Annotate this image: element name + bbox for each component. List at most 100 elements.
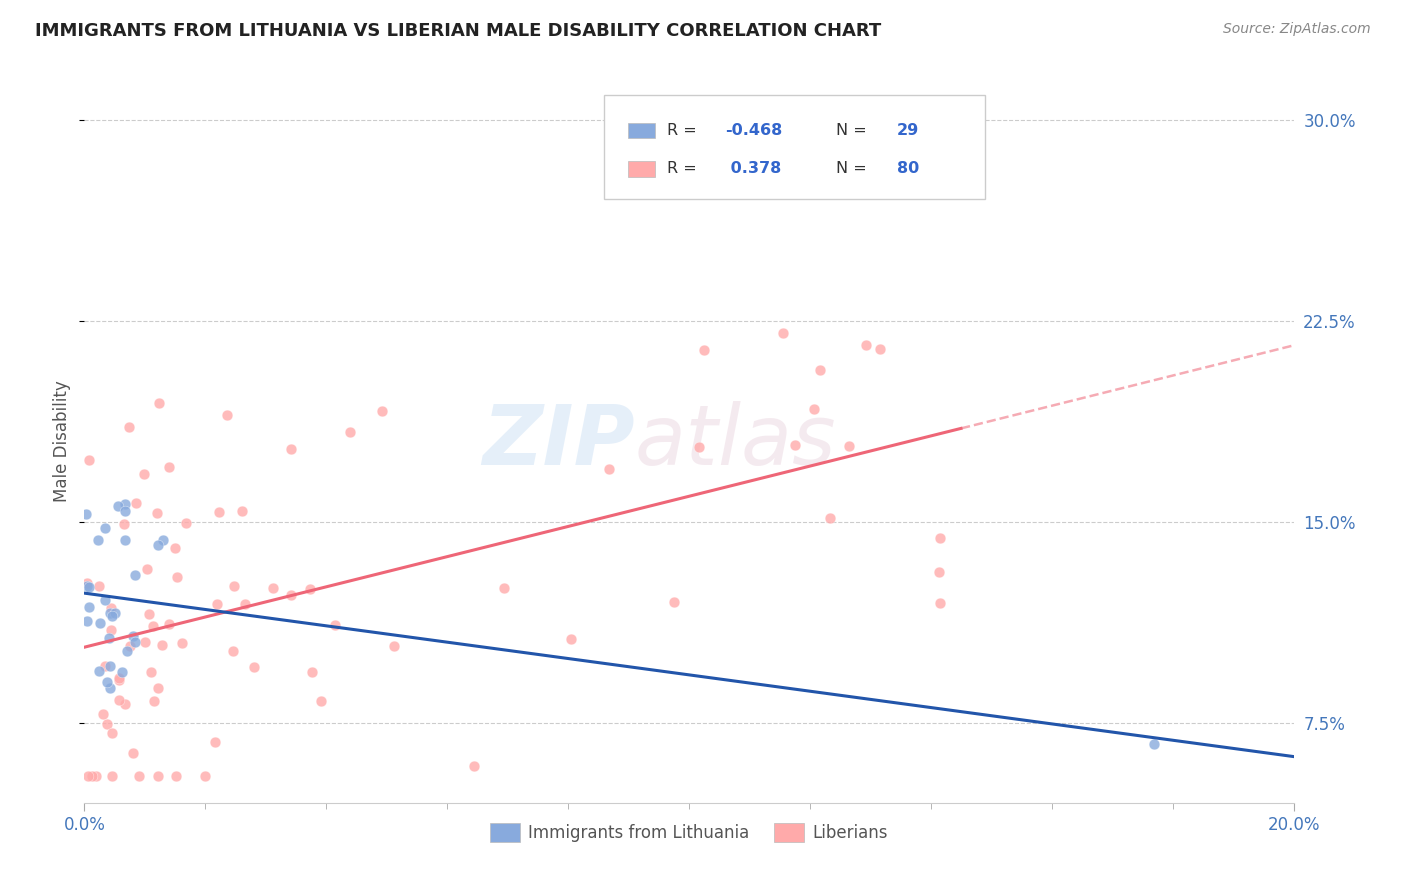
Point — [75, 507, 97, 521]
Point — [152, 533, 174, 547]
Point — [869, 342, 891, 356]
Point — [207, 505, 229, 519]
Point — [204, 735, 226, 749]
Point — [101, 608, 124, 623]
Point — [194, 769, 217, 783]
Point — [148, 681, 170, 696]
Point — [783, 438, 806, 452]
Point — [157, 617, 180, 632]
Point — [132, 467, 155, 481]
Point — [125, 496, 148, 510]
Text: Source: ZipAtlas.com: Source: ZipAtlas.com — [1223, 22, 1371, 37]
Point — [662, 594, 685, 608]
Point — [207, 598, 229, 612]
Point — [855, 337, 877, 351]
Text: IMMIGRANTS FROM LITHUANIA VS LIBERIAN MALE DISABILITY CORRELATION CHART: IMMIGRANTS FROM LITHUANIA VS LIBERIAN MA… — [35, 22, 882, 40]
Point — [77, 769, 100, 783]
Point — [89, 664, 111, 678]
Point — [174, 516, 197, 530]
Point — [929, 531, 952, 545]
Point — [280, 588, 302, 602]
Point — [598, 462, 620, 476]
Point — [93, 658, 115, 673]
Point — [928, 566, 950, 580]
Point — [100, 601, 122, 615]
Point — [124, 568, 146, 582]
Point — [98, 681, 121, 695]
Point — [150, 638, 173, 652]
Point — [80, 769, 103, 783]
Point — [146, 769, 169, 783]
Point — [128, 769, 150, 783]
Text: ZIP: ZIP — [482, 401, 634, 482]
FancyBboxPatch shape — [628, 161, 655, 177]
Point — [101, 769, 124, 783]
Point — [928, 596, 950, 610]
Point — [772, 326, 794, 340]
Point — [118, 640, 141, 654]
Point — [77, 580, 100, 594]
Point — [371, 404, 394, 418]
Point — [114, 504, 136, 518]
Point — [165, 769, 187, 783]
Point — [139, 665, 162, 679]
Point — [87, 578, 110, 592]
Point — [803, 402, 825, 417]
Point — [134, 635, 156, 649]
Text: -0.468: -0.468 — [725, 123, 783, 138]
Point — [231, 504, 253, 518]
Point — [463, 759, 485, 773]
Point — [148, 396, 170, 410]
Point — [76, 579, 98, 593]
Point — [94, 520, 117, 534]
Point — [97, 632, 120, 646]
Point — [492, 582, 515, 596]
Point — [84, 769, 107, 783]
Y-axis label: Male Disability: Male Disability — [53, 381, 72, 502]
Point — [688, 440, 710, 454]
Point — [135, 561, 157, 575]
Point — [222, 644, 245, 658]
Point — [693, 343, 716, 357]
Point — [339, 425, 361, 439]
Point — [96, 716, 118, 731]
Point — [114, 497, 136, 511]
Point — [76, 614, 98, 628]
Point — [146, 538, 169, 552]
Text: N =: N = — [837, 161, 872, 176]
Point — [96, 674, 118, 689]
Text: N =: N = — [837, 123, 872, 138]
Point — [301, 665, 323, 679]
Point — [157, 460, 180, 475]
FancyBboxPatch shape — [628, 122, 655, 138]
Point — [146, 506, 169, 520]
Point — [121, 629, 143, 643]
Point — [86, 533, 108, 547]
Point — [94, 592, 117, 607]
Text: R =: R = — [668, 161, 702, 176]
Text: 80: 80 — [897, 161, 920, 176]
Point — [382, 639, 405, 653]
Point — [114, 697, 136, 711]
Point — [114, 533, 136, 548]
Point — [1143, 737, 1166, 751]
Point — [233, 597, 256, 611]
Point — [101, 726, 124, 740]
Point — [838, 439, 860, 453]
Point — [166, 570, 188, 584]
Point — [142, 619, 165, 633]
Point — [76, 575, 98, 590]
Point — [142, 693, 165, 707]
Point — [215, 409, 238, 423]
Point — [560, 632, 582, 646]
Point — [93, 706, 115, 721]
Point — [98, 607, 121, 621]
Point — [79, 599, 101, 614]
Point — [104, 606, 127, 620]
Legend: Immigrants from Lithuania, Liberians: Immigrants from Lithuania, Liberians — [484, 816, 894, 848]
Point — [100, 624, 122, 638]
Point — [115, 644, 138, 658]
Point — [107, 500, 129, 514]
Point — [323, 618, 346, 632]
FancyBboxPatch shape — [605, 95, 986, 200]
